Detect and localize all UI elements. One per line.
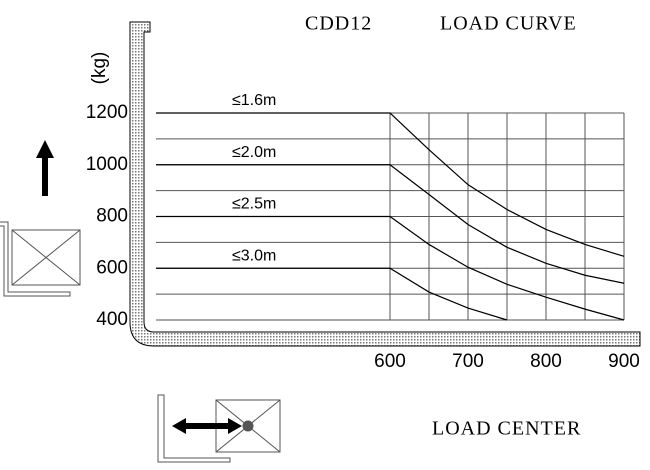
mast-frame (129, 21, 641, 347)
chart-title: CDD12 (305, 13, 372, 35)
y-tick-label: 1200 (86, 102, 128, 123)
load-curve (156, 112, 625, 257)
chart-subtitle: LOAD CURVE (440, 13, 577, 35)
y-tick-label: 600 (96, 257, 128, 278)
load-curve (156, 267, 508, 321)
up-arrow (36, 140, 54, 196)
forklift-icon (0, 221, 81, 297)
y-tick-label: 1000 (86, 154, 128, 175)
load-curve (156, 215, 625, 321)
series-label: ≤2.5m (232, 196, 276, 213)
series-label: ≤2.0m (232, 144, 276, 161)
load-curve (156, 164, 625, 284)
series-label: ≤1.6m (232, 92, 276, 109)
y-tick-label: 400 (96, 309, 128, 330)
y-axis-label: (kg) (89, 52, 110, 85)
y-tick-label: 800 (96, 206, 128, 227)
double-arrow (172, 418, 242, 434)
x-tick-label: 700 (452, 351, 484, 372)
series-label: ≤3.0m (232, 247, 276, 264)
x-tick-label: 600 (374, 351, 406, 372)
x-tick-label: 900 (608, 351, 640, 372)
x-axis-label: LOAD CENTER (432, 418, 581, 440)
x-tick-label: 800 (530, 351, 562, 372)
